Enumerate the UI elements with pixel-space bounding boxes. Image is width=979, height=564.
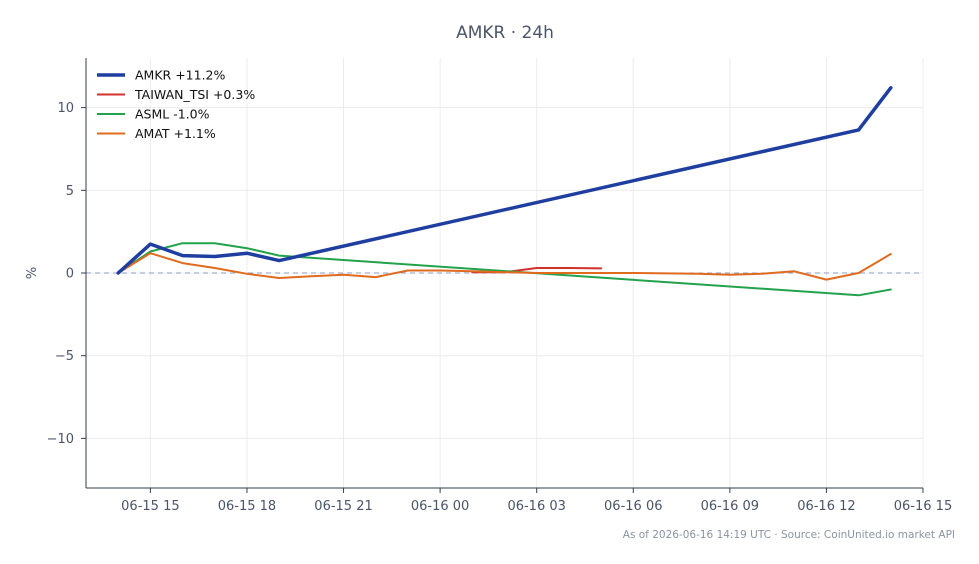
x-tick-label: 06-15 15 [121, 499, 179, 514]
x-tick-label: 06-15 18 [218, 499, 276, 514]
legend-label-3: ASML -1.0% [135, 107, 210, 122]
y-tick-label: 5 [66, 184, 74, 199]
y-tick-label: −5 [55, 349, 74, 364]
x-tick-label: 06-15 21 [314, 499, 372, 514]
x-tick-label: 06-16 12 [797, 499, 855, 514]
y-axis-label: % [25, 267, 40, 279]
y-tick-label: 10 [57, 101, 74, 116]
x-tick-label: 06-16 09 [701, 499, 759, 514]
legend-label-4: AMAT +1.1% [135, 126, 216, 141]
chart-title: AMKR · 24h [456, 23, 554, 43]
y-tick-label: −10 [47, 432, 74, 447]
y-tick-label: 0 [66, 267, 74, 282]
legend-label-2: TAIWAN_TSI +0.3% [134, 87, 255, 102]
legend: AMKR +11.2% TAIWAN_TSI +0.3% ASML -1.0% AMA… [97, 68, 255, 141]
series-lines [116, 86, 893, 297]
x-tick-label: 06-16 06 [604, 499, 662, 514]
series-line-1 [116, 86, 893, 275]
series-line-4 [117, 252, 892, 281]
source-footer: As of 2026-06-16 14:19 UTC · Source: Coi… [623, 529, 955, 541]
x-tick-label: 06-16 15 [894, 499, 952, 514]
x-tick-label: 06-16 03 [507, 499, 565, 514]
x-tick-label: 06-16 00 [411, 499, 469, 514]
series-line-3 [117, 242, 892, 297]
axes: 06-15 15 06-15 18 06-15 21 06-16 00 06-16 03… [47, 58, 952, 514]
legend-label-1: AMKR +11.2% [135, 68, 225, 83]
